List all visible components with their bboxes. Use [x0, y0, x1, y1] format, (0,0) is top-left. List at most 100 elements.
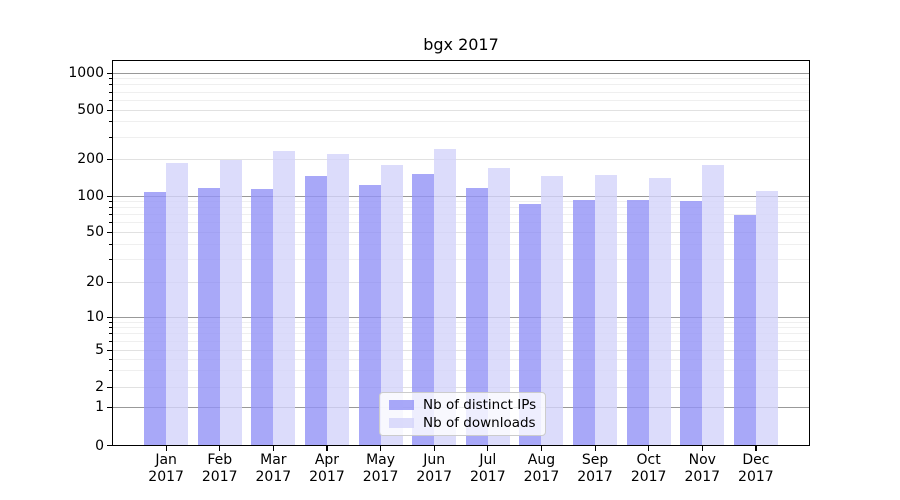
- bar-distinct-ips: [573, 199, 596, 446]
- bar-distinct-ips: [144, 191, 167, 446]
- gridline-minor: [113, 99, 810, 101]
- gridline-decade: [113, 316, 810, 318]
- bar-distinct-ips: [626, 199, 649, 446]
- x-tick-label: Mar 2017: [245, 452, 301, 486]
- x-tick-label-year: 2017: [309, 469, 345, 485]
- x-tick-label: Jul 2017: [460, 452, 516, 486]
- x-tick: [755, 446, 757, 451]
- x-tick-label: Jan 2017: [138, 452, 194, 486]
- x-tick-label-year: 2017: [630, 469, 667, 485]
- bar-downloads: [648, 178, 671, 446]
- y-tick: [107, 231, 112, 233]
- y-minor-tick: [109, 327, 112, 329]
- y-tick-label: 20: [86, 274, 104, 290]
- y-minor-tick: [109, 207, 112, 209]
- x-tick-label-year: 2017: [255, 469, 292, 485]
- y-tick-label: 200: [77, 151, 104, 167]
- y-tick: [107, 109, 112, 111]
- x-tick-label-month: Feb: [207, 452, 233, 468]
- y-tick: [107, 445, 112, 447]
- bar-distinct-ips: [412, 173, 435, 446]
- bar-downloads: [541, 175, 564, 446]
- bar-distinct-ips: [519, 204, 542, 446]
- legend-label-downloads: Nb of downloads: [423, 415, 536, 431]
- bar-distinct-ips: [358, 184, 381, 446]
- y-minor-tick: [109, 370, 112, 372]
- x-tick-label-year: 2017: [523, 469, 560, 485]
- bar-downloads: [326, 154, 349, 446]
- y-tick-label: 0: [95, 437, 104, 454]
- x-tick: [272, 446, 275, 451]
- bar-downloads: [487, 168, 510, 446]
- y-minor-tick: [109, 358, 112, 360]
- gridline-minor: [113, 207, 810, 209]
- y-minor-tick: [109, 200, 112, 202]
- gridline-minor: [113, 136, 810, 138]
- y-tick: [107, 195, 112, 197]
- gridline-minor: [113, 370, 810, 372]
- x-tick-label-year: 2017: [577, 469, 613, 485]
- gridline-minor: [113, 243, 810, 245]
- y-tick-label: 10: [86, 309, 104, 325]
- bar-downloads: [166, 162, 189, 446]
- x-tick-label-month: Jul: [479, 452, 497, 468]
- x-tick: [648, 446, 650, 451]
- bar-downloads: [273, 150, 296, 446]
- bar-distinct-ips: [733, 214, 756, 446]
- gridline-decade: [113, 195, 810, 197]
- x-tick-label: Oct 2017: [621, 452, 677, 486]
- legend-swatch-downloads: [389, 418, 414, 428]
- y-tick-label: 1000: [68, 65, 104, 81]
- x-tick-label: May 2017: [353, 452, 409, 486]
- gridline-minor: [113, 340, 810, 342]
- x-tick: [487, 446, 489, 451]
- gridline-major: [113, 349, 810, 351]
- y-minor-tick: [109, 84, 112, 86]
- y-tick: [107, 349, 112, 351]
- bar-distinct-ips: [197, 187, 220, 446]
- y-minor-tick: [109, 321, 112, 323]
- legend-item-downloads: Nb of downloads: [389, 415, 536, 431]
- y-minor-tick: [109, 340, 112, 342]
- bar-downloads: [434, 149, 457, 446]
- y-minor-tick: [109, 243, 112, 245]
- y-minor-tick: [109, 333, 112, 335]
- x-tick-label: Dec 2017: [728, 452, 784, 486]
- y-tick: [107, 316, 112, 318]
- y-minor-tick: [109, 136, 112, 138]
- gridline-minor: [113, 358, 810, 360]
- x-tick: [326, 446, 328, 451]
- y-minor-tick: [109, 91, 112, 93]
- y-tick-label: 100: [77, 188, 104, 204]
- legend: Nb of distinct IPs Nb of downloads: [379, 392, 547, 436]
- x-tick-label-year: 2017: [201, 469, 238, 485]
- x-tick-label-month: Apr: [314, 452, 340, 468]
- y-minor-tick: [109, 78, 112, 80]
- x-tick-label-month: Jan: [155, 452, 177, 468]
- x-tick-label: Sep 2017: [567, 452, 623, 486]
- x-tick-label-year: 2017: [738, 469, 774, 485]
- gridline-minor: [113, 333, 810, 335]
- y-tick: [107, 386, 112, 388]
- legend-item-distinct-ips: Nb of distinct IPs: [389, 397, 536, 413]
- gridline-minor: [113, 321, 810, 323]
- gridline-major: [113, 281, 810, 283]
- x-tick-label-year: 2017: [684, 469, 721, 485]
- gridline-major: [113, 386, 810, 388]
- y-tick-label: 500: [77, 102, 104, 118]
- legend-label-distinct-ips: Nb of distinct IPs: [423, 397, 537, 413]
- y-minor-tick: [109, 259, 112, 261]
- x-tick-label-month: Nov: [688, 452, 716, 468]
- x-tick-label-month: Sep: [581, 452, 609, 468]
- y-tick: [107, 72, 112, 74]
- x-tick: [594, 446, 596, 451]
- bar-downloads: [595, 175, 618, 446]
- gridline-major: [113, 109, 810, 111]
- y-tick-label: 1: [95, 399, 104, 415]
- bar-distinct-ips: [465, 187, 488, 446]
- bar-distinct-ips: [251, 189, 274, 446]
